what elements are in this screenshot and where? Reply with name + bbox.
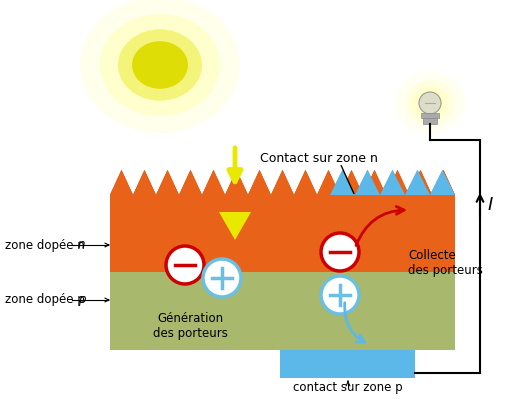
Circle shape [166, 246, 204, 284]
Circle shape [321, 233, 359, 271]
Polygon shape [423, 118, 437, 124]
Ellipse shape [132, 41, 188, 89]
Polygon shape [271, 170, 294, 195]
Polygon shape [110, 170, 455, 350]
Polygon shape [409, 170, 432, 195]
Polygon shape [225, 170, 248, 195]
Polygon shape [405, 170, 430, 195]
Polygon shape [340, 170, 363, 195]
Polygon shape [280, 350, 415, 378]
FancyArrowPatch shape [356, 206, 404, 245]
Polygon shape [248, 170, 271, 195]
Text: Contact sur zone n: Contact sur zone n [260, 152, 378, 164]
Polygon shape [110, 195, 455, 272]
Text: Collecte
des porteurs: Collecte des porteurs [408, 249, 483, 277]
Circle shape [203, 259, 241, 297]
Polygon shape [202, 170, 225, 195]
Text: zone dopée p: zone dopée p [5, 294, 85, 306]
Polygon shape [380, 170, 405, 195]
Circle shape [321, 276, 359, 314]
Ellipse shape [395, 71, 465, 134]
Text: n: n [78, 239, 85, 251]
Polygon shape [421, 113, 439, 118]
Polygon shape [110, 195, 455, 350]
Polygon shape [355, 170, 380, 195]
Polygon shape [330, 170, 355, 195]
Text: zone dopée n: zone dopée n [5, 239, 85, 251]
FancyArrowPatch shape [344, 303, 365, 342]
Polygon shape [110, 272, 455, 350]
Ellipse shape [100, 14, 220, 116]
Polygon shape [110, 272, 455, 350]
Text: p: p [78, 294, 85, 306]
Polygon shape [110, 272, 455, 350]
Polygon shape [179, 170, 202, 195]
Polygon shape [219, 212, 251, 240]
Polygon shape [330, 170, 455, 350]
Polygon shape [317, 170, 340, 195]
Polygon shape [110, 170, 133, 195]
Polygon shape [294, 170, 317, 195]
Polygon shape [133, 170, 156, 195]
Ellipse shape [118, 29, 202, 101]
Polygon shape [156, 170, 179, 195]
Ellipse shape [80, 0, 240, 133]
Polygon shape [432, 170, 455, 195]
Ellipse shape [419, 92, 441, 114]
Ellipse shape [405, 81, 455, 126]
Polygon shape [363, 170, 386, 195]
Text: contact sur zone p: contact sur zone p [293, 381, 403, 395]
Polygon shape [430, 170, 455, 195]
Text: I: I [488, 196, 493, 214]
Polygon shape [110, 195, 455, 350]
Ellipse shape [412, 87, 448, 119]
Polygon shape [110, 170, 455, 350]
Polygon shape [330, 170, 455, 350]
Polygon shape [386, 170, 409, 195]
Text: Génération
des porteurs: Génération des porteurs [153, 312, 227, 340]
